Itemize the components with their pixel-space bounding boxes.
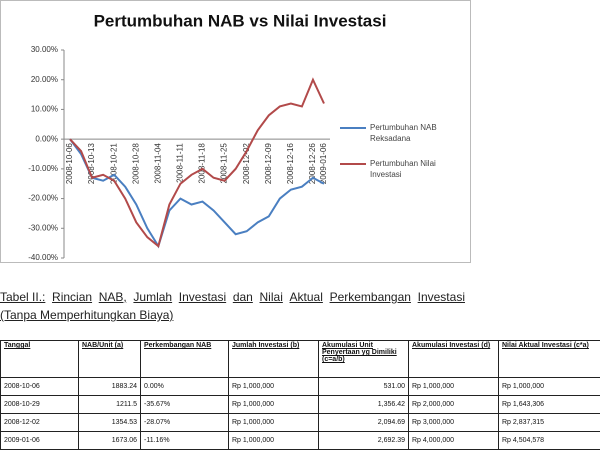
table-cell: Rp 4,504,578 <box>499 432 600 450</box>
y-tick-label: -20.00% <box>28 194 58 203</box>
caption-word: Perkembangan <box>330 290 411 304</box>
table-cell: -28.07% <box>141 414 229 432</box>
table-cell: 2009-01-06 <box>1 432 79 450</box>
table-cell: Rp 4,000,000 <box>409 432 499 450</box>
y-tick-label: 20.00% <box>31 75 58 84</box>
caption-word: Tabel II.: <box>0 290 45 304</box>
table-cell: Rp 3,000,000 <box>409 414 499 432</box>
table-cell: 1,356.42 <box>319 396 409 414</box>
caption-word: Jumlah <box>133 290 172 304</box>
table-cell: 0.00% <box>141 378 229 396</box>
table-cell: Rp 1,643,306 <box>499 396 600 414</box>
table-cell: Rp 1,000,000 <box>229 396 319 414</box>
y-tick-label: 30.00% <box>31 45 58 54</box>
chart-title: Pertumbuhan NAB vs Nilai Investasi <box>94 11 387 30</box>
caption-word: Investasi <box>179 290 226 304</box>
caption-word: NAB, <box>99 290 127 304</box>
x-tick-label: 2008-11-04 <box>153 143 162 184</box>
y-tick-label: 0.00% <box>35 134 58 143</box>
header-cell: Tanggal <box>1 341 79 378</box>
table-cell: Rp 2,837,315 <box>499 414 600 432</box>
x-tick-label: 2008-10-06 <box>65 143 74 184</box>
table-cell: -11.16% <box>141 432 229 450</box>
table-cell: 2008-10-06 <box>1 378 79 396</box>
x-tick-label: 2008-11-11 <box>176 143 185 183</box>
header-cell: Nilai Aktual Investasi (c*a) <box>499 341 600 378</box>
header-cell: NAB/Unit (a) <box>79 341 141 378</box>
table-cell: 2008-10-29 <box>1 396 79 414</box>
caption-word: Rincian <box>52 290 92 304</box>
header-cell: Akumulasi Unit Penyertaan yg Dimiliki (c… <box>319 341 409 378</box>
table-cell: Rp 1,000,000 <box>229 432 319 450</box>
table-cell: 1354.53 <box>79 414 141 432</box>
x-tick-label: 2008-12-09 <box>264 143 273 184</box>
y-tick-label: -10.00% <box>28 164 58 173</box>
caption-word: Aktual <box>290 290 323 304</box>
table-cell: Rp 1,000,000 <box>409 378 499 396</box>
x-tick-label: 2008-10-28 <box>131 143 140 184</box>
table-cell: 1211.5 <box>79 396 141 414</box>
x-tick-label: 2008-11-18 <box>198 143 207 184</box>
header-cell: Perkembangan NAB <box>141 341 229 378</box>
table-cell: 2,094.69 <box>319 414 409 432</box>
y-tick-label: 10.00% <box>31 105 58 114</box>
caption-word: Nilai <box>260 290 283 304</box>
table-cell: 531.00 <box>319 378 409 396</box>
y-tick-label: -30.00% <box>28 223 58 232</box>
header-cell: Jumlah Investasi (b) <box>229 341 319 378</box>
caption-line: (Tanpa Memperhitungkan Biaya) <box>0 308 173 322</box>
table-cell: 1883.24 <box>79 378 141 396</box>
x-tick-label: 2009-01-06 <box>319 143 328 184</box>
caption-word: Investasi <box>418 290 465 304</box>
table-cell: -35.67% <box>141 396 229 414</box>
chart: Pertumbuhan NAB vs Nilai Investasi -40.0… <box>0 0 472 264</box>
table-cell: 2,692.39 <box>319 432 409 450</box>
table-cell: 2008-12-02 <box>1 414 79 432</box>
table-cell: Rp 1,000,000 <box>499 378 600 396</box>
header-cell: Akumulasi Investasi (d) <box>409 341 499 378</box>
x-tick-label: 2008-12-16 <box>286 143 295 184</box>
y-tick-label: -40.00% <box>28 253 58 262</box>
table-cell: Rp 1,000,000 <box>229 378 319 396</box>
table-cell: 1673.06 <box>79 432 141 450</box>
table-cell: Rp 2,000,000 <box>409 396 499 414</box>
caption: Tabel II.: Rincian NAB, Jumlah Investasi… <box>0 288 600 324</box>
table-cell: Rp 1,000,000 <box>229 414 319 432</box>
caption-word: dan <box>233 290 253 304</box>
x-tick-label: 2008-12-02 <box>242 143 251 184</box>
